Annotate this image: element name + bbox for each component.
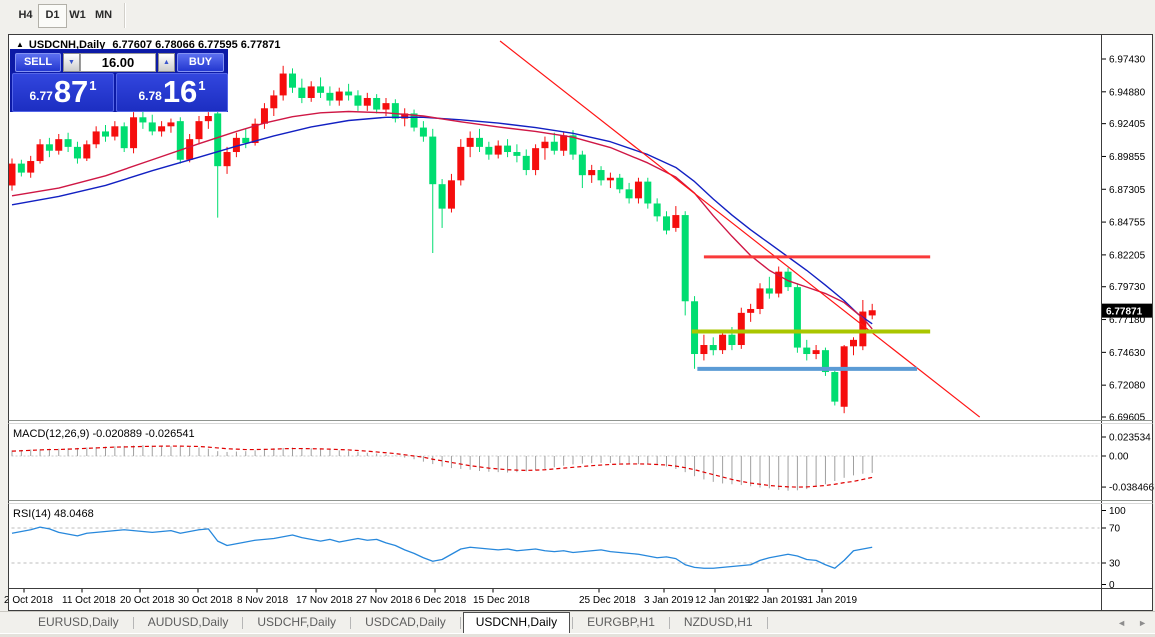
- chart-tab-EURGBP-H1[interactable]: EURGBP,H1: [587, 615, 655, 629]
- statusbar-strip: [0, 633, 1155, 637]
- toolbar-separator: [124, 3, 126, 28]
- timeframe-toolbar: H4 D1 W1 MN: [0, 0, 1155, 32]
- price-axis-label: 6.79730: [1109, 282, 1146, 293]
- date-axis-label: 20 Oct 2018: [120, 595, 175, 606]
- chart-title: ▲ USDCNH,Daily 6.77607 6.78066 6.77595 6.7…: [16, 39, 281, 51]
- price-axis-label: 6.92405: [1109, 119, 1146, 130]
- price-axis-label: 6.74630: [1109, 348, 1146, 359]
- one-click-trading-panel: SELL ▼ ▲ BUY 6.77 87 1 6.78 16 1: [10, 49, 228, 112]
- tab-separator: [242, 617, 244, 629]
- chart-tab-USDCAD-Daily[interactable]: USDCAD,Daily: [365, 615, 446, 629]
- price-axis-label: 6.82205: [1109, 250, 1146, 261]
- price-axis-label: 6.89855: [1109, 152, 1146, 163]
- tabs-scroll-right-icon[interactable]: ►: [1138, 617, 1147, 628]
- timeframe-button-W1[interactable]: W1: [69, 9, 86, 21]
- timeframe-button-D1[interactable]: D1: [38, 4, 67, 28]
- volume-increase-button[interactable]: ▲: [158, 53, 175, 72]
- tabs-scroll-left-icon[interactable]: ◄: [1117, 617, 1127, 628]
- date-axis-label: 31 Jan 2019: [802, 595, 857, 606]
- rsi-axis-label: 100: [1109, 506, 1126, 517]
- macd-axis-label: 0.00: [1109, 452, 1129, 463]
- rsi-axis-label: 70: [1109, 524, 1121, 535]
- buy-button[interactable]: BUY: [177, 53, 224, 72]
- tab-separator: [350, 617, 352, 629]
- price-axis-label: 6.84755: [1109, 218, 1146, 229]
- triangle-down-icon: ▼: [68, 59, 75, 66]
- date-axis-label: 27 Nov 2018: [356, 595, 413, 606]
- buy-price-pips: 16: [162, 74, 198, 109]
- tabbar-lead-space: [0, 612, 26, 634]
- sell-price-point: 1: [89, 78, 97, 93]
- price-axis-label: 6.72080: [1109, 381, 1146, 392]
- chart-tab-EURUSD-Daily[interactable]: EURUSD,Daily: [38, 615, 119, 629]
- price-axis-label: 6.94880: [1109, 87, 1146, 98]
- chart-tab-NZDUSD-H1[interactable]: NZDUSD,H1: [683, 615, 753, 629]
- triangle-up-icon: ▲: [163, 59, 170, 66]
- date-axis-label: 15 Dec 2018: [473, 595, 530, 606]
- chart-ohlc-values: 6.77607 6.78066 6.77595 6.77871: [112, 39, 281, 51]
- price-axis-label: 6.97430: [1109, 55, 1146, 66]
- date-axis-label: 11 Oct 2018: [62, 595, 116, 606]
- buy-price-whole: 6.78: [138, 89, 162, 103]
- date-axis-label: 6 Dec 2018: [415, 595, 467, 606]
- date-axis-label: 17 Nov 2018: [296, 595, 353, 606]
- chart-tab-USDCHF-Daily[interactable]: USDCHF,Daily: [257, 615, 337, 629]
- sell-price-whole: 6.77: [29, 89, 53, 103]
- sell-price-pips: 87: [53, 74, 89, 109]
- price-axis-label: 6.69605: [1109, 412, 1146, 423]
- buy-price-button[interactable]: 6.78 16 1: [116, 73, 228, 112]
- date-axis-label: 25 Dec 2018: [579, 595, 636, 606]
- rsi-axis-label: 30: [1109, 559, 1121, 570]
- chart-tab-USDCNH-Daily[interactable]: USDCNH,Daily: [462, 612, 571, 634]
- buy-price-point: 1: [198, 78, 206, 93]
- rsi-axis-label: 0: [1109, 580, 1115, 591]
- timeframe-button-MN[interactable]: MN: [94, 9, 113, 21]
- date-axis-label: 30 Oct 2018: [178, 595, 233, 606]
- collapse-panel-icon[interactable]: ▲: [16, 40, 24, 49]
- date-axis-label: 22 Jan 2019: [748, 595, 803, 606]
- chart-tab-AUDUSD-Daily[interactable]: AUDUSD,Daily: [147, 615, 229, 629]
- sell-price-button[interactable]: 6.77 87 1: [12, 73, 114, 112]
- date-axis-label: 2 Oct 2018: [4, 595, 53, 606]
- date-axis-label: 3 Jan 2019: [644, 595, 694, 606]
- volume-input[interactable]: [80, 53, 156, 72]
- tab-separator: [572, 617, 574, 629]
- macd-axis-label: -0.038466: [1109, 483, 1154, 494]
- tab-separator: [766, 617, 768, 629]
- macd-indicator-label: MACD(12,26,9) -0.020889 -0.026541: [13, 428, 195, 440]
- tab-separator: [668, 617, 670, 629]
- price-axis-label: 6.87305: [1109, 185, 1146, 196]
- rsi-indicator-label: RSI(14) 48.0468: [13, 508, 94, 520]
- macd-axis-label: 0.023534: [1109, 432, 1151, 443]
- current-price-tag: 6.77871: [1106, 307, 1143, 318]
- sell-button[interactable]: SELL: [15, 53, 61, 72]
- tab-separator: [132, 617, 134, 629]
- volume-decrease-button[interactable]: ▼: [63, 53, 80, 72]
- timeframe-button-H4[interactable]: H4: [18, 9, 33, 21]
- date-axis-label: 8 Nov 2018: [237, 595, 289, 606]
- price-axis-label: 6.77180: [1109, 315, 1146, 326]
- tab-separator: [459, 617, 461, 629]
- chart-symbol-label: USDCNH,Daily: [28, 39, 106, 51]
- chart-tabs-bar: EURUSD,Daily AUDUSD,Daily USDCHF,Daily USDC…: [0, 611, 1155, 634]
- date-axis-label: 12 Jan 2019: [695, 595, 750, 606]
